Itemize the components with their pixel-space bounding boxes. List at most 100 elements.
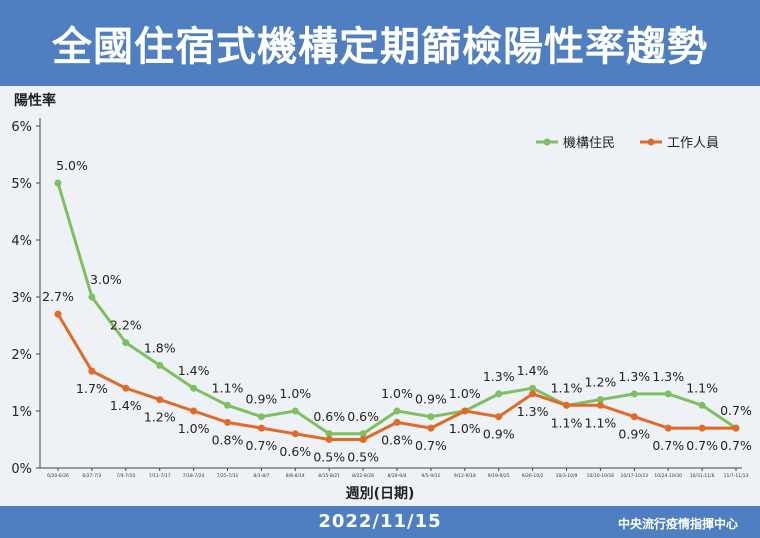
data-point bbox=[596, 401, 604, 409]
y-tick-label: 1% bbox=[11, 405, 32, 420]
data-point bbox=[495, 390, 503, 398]
data-point bbox=[54, 179, 62, 187]
x-tick-label: 8/15-8/21 bbox=[318, 473, 340, 479]
x-tick-label: 10/31-11/6 bbox=[690, 473, 715, 479]
data-point bbox=[257, 424, 265, 432]
x-tick-label: 8/29-9/4 bbox=[388, 473, 407, 479]
y-ticks: 0% 1% 2% 3% 4% 5% 6% bbox=[11, 120, 40, 477]
x-tick-label: 9/5-9/11 bbox=[421, 473, 440, 479]
x-tick-label: 8/8-8/14 bbox=[286, 473, 305, 479]
series-staff: 2.7%1.7%1.4%1.2%1.0%0.8% 0.7% 0.6% 0.5% 0.5%… bbox=[42, 289, 752, 464]
x-tick-label: 7/11-7/17 bbox=[149, 473, 171, 479]
data-label: 1.3% bbox=[618, 369, 650, 384]
data-label: 1.7% bbox=[76, 381, 108, 396]
data-label: 1.1% bbox=[551, 415, 583, 430]
x-tick-label: 10/24-10/30 bbox=[654, 473, 682, 479]
data-label: 0.6% bbox=[279, 444, 311, 459]
y-tick-label: 6% bbox=[11, 120, 32, 135]
data-point bbox=[630, 413, 638, 421]
data-label: 1.1% bbox=[212, 380, 244, 395]
data-point bbox=[664, 390, 672, 398]
data-label: 0.6% bbox=[313, 409, 345, 424]
y-tick-label: 2% bbox=[11, 348, 32, 363]
title-banner: 全國住宿式機構定期篩檢陽性率趨勢 bbox=[0, 0, 760, 86]
data-point bbox=[359, 430, 367, 438]
data-point bbox=[54, 310, 62, 318]
chart-title: 全國住宿式機構定期篩檢陽性率趨勢 bbox=[52, 24, 708, 70]
data-point bbox=[122, 339, 130, 347]
data-label: 1.8% bbox=[144, 340, 176, 355]
data-point bbox=[359, 436, 367, 443]
data-label: 1.1% bbox=[686, 380, 718, 395]
data-label: 0.7% bbox=[246, 438, 278, 453]
y-tick-label: 5% bbox=[11, 177, 32, 192]
data-point bbox=[630, 390, 638, 398]
axes bbox=[39, 118, 742, 469]
data-label: 1.3% bbox=[517, 404, 549, 419]
data-label: 1.0% bbox=[449, 421, 481, 436]
data-label: 0.9% bbox=[483, 427, 515, 442]
y-tick-label: 4% bbox=[11, 234, 32, 249]
data-label: 1.0% bbox=[279, 386, 311, 401]
legend-swatch-marker bbox=[647, 138, 655, 146]
data-label: 1.2% bbox=[585, 375, 617, 390]
data-point bbox=[461, 407, 469, 415]
legend-swatch-marker bbox=[543, 138, 551, 146]
data-point bbox=[698, 401, 706, 409]
data-point bbox=[596, 396, 604, 404]
data-label: 1.0% bbox=[178, 421, 210, 436]
data-label: 0.7% bbox=[652, 438, 684, 453]
data-point bbox=[291, 430, 299, 438]
legend: 機構住民 工作人員 bbox=[536, 136, 719, 151]
y-tick-label: 0% bbox=[11, 462, 32, 477]
x-tick-label: 6/20-6/26 bbox=[47, 473, 69, 479]
data-point bbox=[495, 413, 503, 421]
data-point bbox=[393, 418, 401, 426]
data-point bbox=[156, 396, 164, 404]
data-point bbox=[257, 413, 265, 421]
x-tick-label: 8/1-8/7 bbox=[253, 473, 269, 479]
y-tick-label: 3% bbox=[11, 291, 32, 306]
data-point bbox=[664, 424, 672, 432]
data-point bbox=[529, 384, 537, 392]
data-label: 1.3% bbox=[652, 369, 684, 384]
data-point bbox=[563, 401, 570, 409]
footer-org: 中央流行疫情指揮中心 bbox=[617, 517, 738, 531]
data-point bbox=[156, 361, 164, 369]
x-tick-label: 7/18-7/24 bbox=[183, 473, 205, 479]
data-label: 5.0% bbox=[56, 158, 88, 173]
data-label: 1.3% bbox=[483, 369, 515, 384]
data-point bbox=[190, 384, 198, 392]
data-label: 1.2% bbox=[144, 410, 176, 425]
data-label: 0.6% bbox=[347, 409, 379, 424]
x-axis-label: 週別(日期) bbox=[346, 486, 415, 502]
data-label: 0.7% bbox=[415, 438, 447, 453]
data-label: 2.7% bbox=[42, 289, 74, 304]
data-point bbox=[732, 424, 740, 432]
y-axis-label: 陽性率 bbox=[14, 92, 56, 109]
data-label: 1.1% bbox=[585, 415, 617, 430]
x-tick-label: 6/27-7/3 bbox=[82, 473, 101, 479]
x-tick-label: 9/26-10/2 bbox=[522, 473, 544, 479]
data-point bbox=[224, 401, 231, 409]
x-tick-label: 9/12-9/18 bbox=[454, 473, 476, 479]
data-label: 0.9% bbox=[618, 427, 650, 442]
data-label: 1.4% bbox=[110, 398, 142, 413]
data-point bbox=[427, 413, 435, 421]
footer-date: 2022/11/15 bbox=[318, 511, 442, 532]
data-point bbox=[427, 424, 435, 432]
data-point bbox=[291, 407, 299, 415]
data-label: 0.9% bbox=[246, 392, 278, 407]
data-point bbox=[190, 407, 198, 415]
data-label: 0.5% bbox=[347, 450, 379, 465]
data-label: 3.0% bbox=[90, 272, 122, 287]
data-point bbox=[529, 390, 537, 398]
data-point bbox=[698, 424, 706, 432]
x-tick-label: 8/22-8/28 bbox=[352, 473, 374, 479]
x-tick-label: 11/7-11/13 bbox=[724, 473, 749, 479]
x-tick-label: 10/3-10/9 bbox=[556, 473, 578, 479]
x-ticks: 6/20-6/26 6/27-7/3 7/4-7/10 7/11-7/17 7/18-7… bbox=[47, 468, 748, 479]
chart-panel bbox=[0, 86, 760, 506]
data-label: 1.0% bbox=[449, 386, 481, 401]
data-label: 1.0% bbox=[381, 386, 413, 401]
